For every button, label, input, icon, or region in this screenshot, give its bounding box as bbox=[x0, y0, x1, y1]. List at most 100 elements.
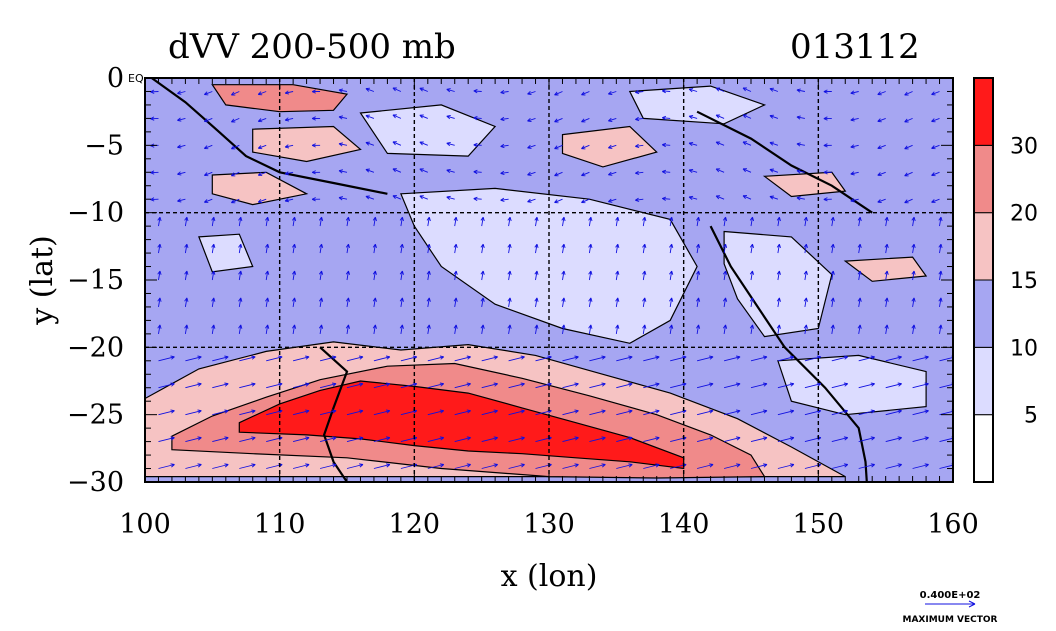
wind-vector-150 bbox=[419, 87, 428, 92]
chart-title: dVV 200-500 mb bbox=[168, 27, 456, 67]
wind-vector-141 bbox=[399, 243, 404, 254]
wind-vector-275 bbox=[642, 216, 647, 227]
y-tick-label-4: −20 bbox=[67, 332, 124, 363]
x-tick-label-6: 160 bbox=[927, 509, 979, 540]
y-tick-label-0: 0 bbox=[107, 63, 124, 94]
wind-vector-113 bbox=[345, 297, 351, 307]
wind-vector-269 bbox=[616, 463, 633, 469]
grid-lines bbox=[145, 78, 953, 482]
wind-vector-366 bbox=[803, 243, 808, 254]
wind-vector-45 bbox=[230, 91, 240, 96]
wind-vector-121 bbox=[365, 114, 375, 119]
contour-region-10 bbox=[723, 230, 833, 338]
wind-vector-39 bbox=[211, 324, 216, 334]
wind-vector-385 bbox=[831, 355, 849, 362]
wind-vector-82 bbox=[292, 270, 297, 281]
wind-vector-407 bbox=[877, 144, 886, 150]
wind-vector-277 bbox=[642, 270, 647, 281]
wind-vector-53 bbox=[238, 297, 243, 307]
wind-vector-237 bbox=[562, 409, 579, 416]
wind-vector-97 bbox=[318, 270, 324, 281]
wind-vector-354 bbox=[776, 324, 781, 334]
contour-region-11 bbox=[777, 354, 927, 416]
wind-vector-142 bbox=[399, 270, 404, 281]
wind-vector-383 bbox=[830, 297, 835, 307]
wind-vector-157 bbox=[426, 270, 431, 281]
wind-vector-270 bbox=[635, 90, 644, 95]
wind-vector-360 bbox=[796, 88, 805, 93]
x-axis-label: x (lon) bbox=[501, 559, 598, 594]
colorbar-swatch-0 bbox=[973, 414, 994, 483]
wind-vector-92 bbox=[311, 143, 321, 148]
wind-vector-416 bbox=[885, 382, 902, 389]
wind-vector-9 bbox=[157, 324, 162, 334]
wind-vector-128 bbox=[372, 297, 377, 307]
max-vector-value: 0.400E+02 bbox=[920, 590, 981, 601]
wind-vector-217 bbox=[534, 270, 539, 281]
y-tick-label-6: −30 bbox=[67, 467, 124, 498]
wind-vector-291 bbox=[669, 243, 674, 254]
wind-vector-38 bbox=[211, 297, 216, 307]
wind-vector-259 bbox=[607, 198, 617, 203]
coastline-2 bbox=[696, 110, 873, 214]
wind-vector-420 bbox=[904, 91, 913, 96]
axis-ticks bbox=[144, 77, 954, 483]
wind-vector-402 bbox=[858, 409, 875, 416]
wind-vector-51 bbox=[238, 243, 243, 254]
wind-vector-63 bbox=[257, 171, 267, 177]
wind-vector-242 bbox=[581, 144, 590, 150]
wind-vector-260 bbox=[615, 216, 620, 227]
wind-vector-404 bbox=[858, 463, 875, 469]
wind-vector-35 bbox=[211, 216, 216, 227]
wind-vector-247 bbox=[588, 270, 593, 281]
wind-vector-158 bbox=[426, 297, 431, 307]
wind-vector-95 bbox=[318, 216, 324, 227]
wind-vector-424 bbox=[904, 198, 913, 204]
wind-vector-54 bbox=[238, 324, 243, 334]
wind-vector-179 bbox=[454, 463, 471, 469]
wind-vector-120 bbox=[365, 87, 375, 92]
wind-vector-241 bbox=[581, 117, 590, 123]
wind-vector-394 bbox=[850, 198, 859, 203]
wind-vector-204 bbox=[507, 324, 512, 334]
wind-vector-252 bbox=[589, 409, 606, 416]
wind-vector-324 bbox=[722, 324, 728, 334]
wind-vector-251 bbox=[589, 382, 606, 389]
wind-vector-106 bbox=[338, 115, 348, 120]
wind-vector-112 bbox=[345, 270, 351, 281]
wind-vector-268 bbox=[616, 436, 633, 443]
y-tick-label-3: −15 bbox=[67, 265, 124, 296]
wind-vector-110 bbox=[345, 216, 351, 227]
wind-vector-257 bbox=[607, 144, 617, 149]
wind-vector-393 bbox=[850, 171, 859, 176]
wind-vector-318 bbox=[715, 168, 725, 173]
wind-vector-104 bbox=[319, 463, 337, 469]
wind-vector-122 bbox=[365, 141, 375, 146]
wind-vector-232 bbox=[561, 270, 566, 281]
wind-vector-170 bbox=[453, 216, 458, 227]
wind-vector-400 bbox=[858, 355, 875, 362]
wind-vector-439 bbox=[931, 198, 940, 204]
wind-vector-11 bbox=[158, 382, 175, 389]
wind-vector-405 bbox=[877, 91, 886, 96]
wind-vector-361 bbox=[796, 115, 805, 120]
wind-vector-437 bbox=[931, 144, 940, 150]
wind-vector-332 bbox=[742, 141, 752, 146]
wind-vector-69 bbox=[265, 324, 270, 334]
max-vector-legend: 0.400E+02 MAXIMUM VECTOR bbox=[902, 590, 997, 625]
wind-vector-250 bbox=[589, 355, 606, 362]
wind-vector-163 bbox=[427, 436, 445, 443]
colorbar-label-0: 5 bbox=[1024, 404, 1038, 429]
wind-vector-276 bbox=[642, 243, 647, 254]
wind-vector-6 bbox=[157, 243, 162, 254]
wind-vector-230 bbox=[561, 216, 566, 227]
wind-vector-280 bbox=[643, 355, 660, 362]
wind-vector-10 bbox=[158, 355, 175, 362]
wind-vector-265 bbox=[616, 355, 633, 362]
wind-vector-434 bbox=[912, 463, 929, 469]
wind-vector-438 bbox=[931, 171, 940, 177]
wind-vector-319 bbox=[715, 195, 725, 200]
wind-vector-219 bbox=[534, 324, 539, 334]
wind-vector-338 bbox=[749, 297, 755, 307]
wind-vector-367 bbox=[803, 270, 808, 281]
